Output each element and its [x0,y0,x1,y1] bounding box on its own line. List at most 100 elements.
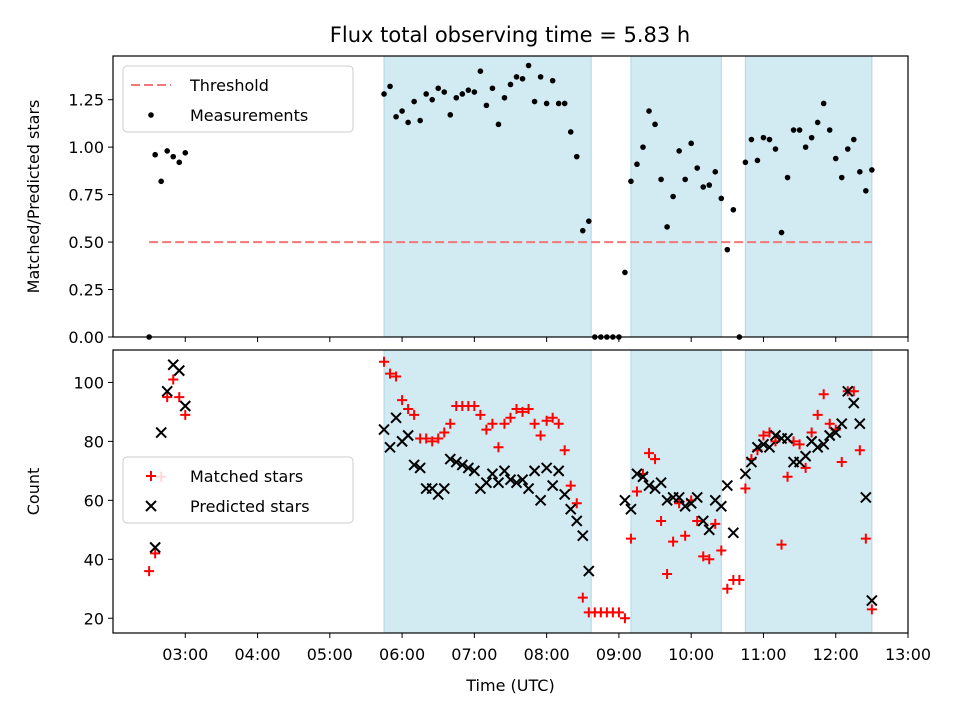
predicted-star-point [751,441,764,453]
matched-star-point [824,418,835,429]
predicted-star-point [571,515,583,527]
top-shaded-interval [630,55,722,338]
predicted-star-point [721,479,734,492]
x-tick-label: 07:00 [451,645,497,664]
predicted-star-point [583,565,595,577]
predicted-star-point [456,459,469,471]
legend-box [122,456,354,524]
measurement-point [718,195,725,202]
predicted-star-point [631,468,643,480]
measurement-point [537,74,544,80]
legend-label: Predicted stars [190,497,310,516]
measurement-point [869,167,875,173]
matched-star-point [794,439,805,450]
measurement-point [628,178,634,185]
matched-star-point [734,574,745,585]
predicted-star-point [715,500,728,512]
measurement-point [658,176,664,183]
matched-star-point [776,539,787,550]
measurement-point [730,206,737,213]
measurement-point [826,127,833,133]
predicted-star-point [408,459,420,471]
matched-star-point [421,433,432,444]
x-tick-label: 09:00 [596,645,642,664]
predicted-star-point [703,524,715,536]
predicted-star-point [655,476,667,489]
predicted-star-point [384,441,396,453]
y-tick-label: 40 [84,550,104,569]
legend-label: Measurements [190,106,308,125]
matched-star-point [547,412,558,423]
predicted-star-point [781,432,794,445]
predicted-star-point [462,462,475,474]
measurement-point [670,193,676,200]
matched-star-point [836,457,847,468]
measurement-point [459,91,466,97]
predicted-star-point [673,491,685,504]
predicted-star-point [155,426,167,439]
bottom-panel: 20 40 60 80 100 03:00 04:00 05:00 06:00 07:00 08:0… [24,349,931,695]
top-shaded-interval [383,55,592,338]
top-legend: Threshold Measurements [122,65,354,133]
measurement-point [423,91,429,97]
matched-star-point [800,462,811,473]
predicted-star-point [486,468,499,480]
measurement-point [507,81,514,88]
measurement-point [796,127,803,133]
matched-star-point [535,430,546,441]
predicted-star-point [504,474,517,486]
x-tick-label: 03:00 [162,645,208,664]
predicted-star-point [799,450,812,462]
measurement-point [676,148,682,154]
legend-label: Matched stars [190,467,303,486]
legend-measurement-marker [148,112,154,118]
predicted-star-point [842,385,854,397]
predicted-star-point [390,412,402,424]
x-tick-label: 10:00 [668,645,714,664]
y-axis-label: Matched/Predicted stars [24,100,43,294]
legend-matched-marker [146,471,156,481]
measurement-point [748,136,755,143]
measurement-point [857,169,863,175]
measurement-point [573,153,580,160]
matched-star-point [487,418,498,429]
matched-star-point [656,515,667,526]
predicted-star-point [836,417,848,430]
predicted-star-point [438,482,450,495]
matched-star-point [680,530,691,541]
y-tick-label: 80 [84,432,104,451]
predicted-star-point [546,479,559,492]
predicted-star-point [540,462,553,474]
matched-star-point [650,454,661,465]
predicted-star-point [854,417,866,430]
matched-star-point [631,486,642,497]
matched-star-point [854,445,865,456]
measurement-point [838,174,845,181]
y-axis-label: Count [24,468,43,516]
predicted-star-point [161,385,173,397]
measurement-point [399,108,405,114]
measurement-point [387,83,393,90]
matched-star-point [409,409,420,420]
measurement-point [778,229,785,236]
matched-star-point [758,430,769,441]
measurement-point [417,117,423,124]
predicted-star-point [757,438,770,451]
matched-star-point [782,471,793,482]
y-tick-label: 1.25 [68,91,104,110]
predicted-star-point [480,476,493,489]
matched-star-point [511,403,522,414]
measurement-point [525,62,532,69]
matched-star-point [812,409,823,420]
predicted-star-point [817,438,830,451]
measurement-point [742,159,749,166]
predicted-star-point [468,465,481,477]
measurement-point [447,112,454,118]
matched-star-point [806,427,817,438]
measurement-point [465,87,472,93]
measurement-point [176,159,183,166]
predicted-star-point [679,500,691,512]
top-axes-frame [112,55,909,338]
matched-star-point [553,418,564,429]
measurement-point [814,119,821,126]
